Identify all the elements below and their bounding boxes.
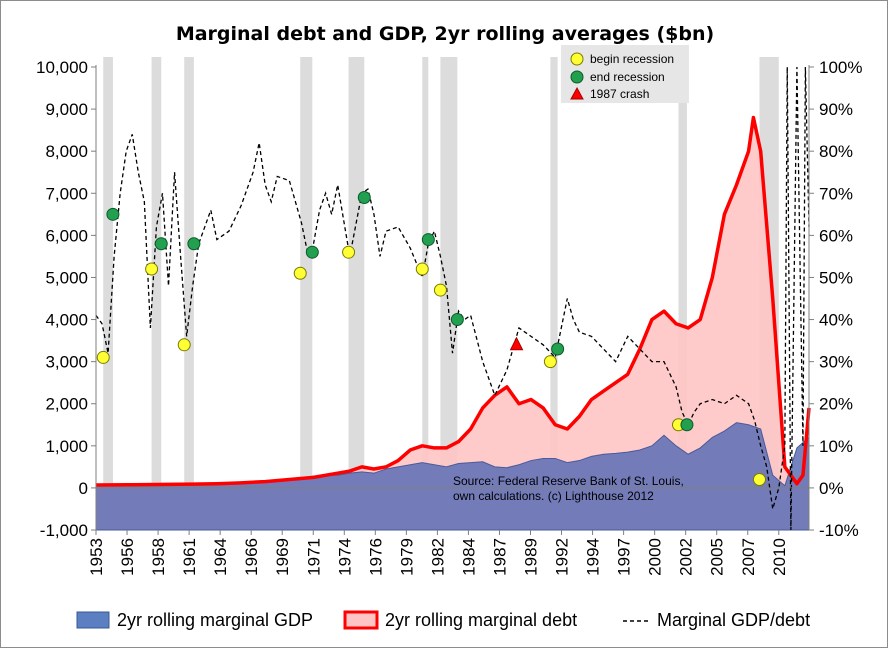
recession-band (348, 57, 365, 530)
axes: 10,000 9,000 8,000 7,000 6,000 5,000 4,000 3,00… (36, 58, 862, 576)
x-tick-label: 1958 (149, 538, 168, 576)
debt-line (95, 115, 811, 487)
y-tick-label-left: 10,000 (36, 58, 88, 77)
x-tick-label: 1976 (366, 538, 385, 576)
x-tick-label: 1966 (242, 538, 261, 576)
legend-label-gdp: 2yr rolling marginal GDP (117, 610, 313, 630)
begin-recession-marker (433, 283, 447, 297)
x-tick-label: 1979 (397, 538, 416, 576)
x-tick-label: 1971 (304, 538, 323, 576)
y-tick-label-left: 1,000 (45, 437, 88, 456)
y-tick-label-left: -1,000 (40, 521, 88, 540)
end-recession-marker (551, 342, 565, 356)
source-note-line-1: Source: Federal Reserve Bank of St. Loui… (453, 474, 684, 488)
y-tick-label-left: 4,000 (45, 311, 88, 330)
x-tick-label: 2002 (677, 538, 696, 576)
y-tick-label-right: 50% (819, 268, 853, 287)
debt-area (96, 117, 809, 530)
begin-recession-marker (177, 338, 191, 352)
y-tick-label-right: 30% (819, 353, 853, 372)
recession-band (422, 57, 429, 530)
begin-recession-legend-marker (570, 52, 584, 66)
end-recession-legend-marker (570, 70, 584, 84)
begin-recession-marker (752, 472, 766, 486)
recession-band (184, 57, 194, 530)
x-tick-label: 2000 (646, 538, 665, 576)
recession-band (678, 57, 687, 530)
y-tick-label-right: 20% (819, 395, 853, 414)
x-tick-label: 2007 (739, 538, 758, 576)
begin-recession-marker (293, 266, 307, 280)
y-tick-label-right: 10% (819, 437, 853, 456)
x-tick-label: 1953 (87, 538, 106, 576)
end-recession-marker (450, 313, 464, 327)
recession-band (300, 57, 313, 530)
legend-swatch-gdp (76, 611, 110, 629)
end-recession-marker (680, 418, 694, 432)
x-tick-label: 2010 (770, 538, 789, 576)
y-tick-label-right: 70% (819, 184, 853, 203)
crash-1987-marker (509, 336, 524, 351)
legend-label-debt: 2yr rolling marginal debt (385, 610, 577, 630)
begin-recession-marker (342, 245, 356, 259)
y-tick-label-right: 40% (819, 311, 853, 330)
y-tick-label-right: 0% (819, 479, 844, 498)
x-tick-label: 1987 (490, 538, 509, 576)
begin-recession-marker (96, 350, 110, 364)
x-tick-label: 1992 (553, 538, 572, 576)
end-recession-marker (154, 237, 168, 251)
recession-markers (96, 190, 766, 486)
x-tick-label: 1974 (335, 538, 354, 576)
end-recession-marker (357, 190, 371, 204)
legend-label-ratio: Marginal GDP/debt (657, 610, 810, 630)
legend: 2yr rolling marginal GDP 2yr rolling mar… (76, 610, 810, 630)
y-tick-label-left: 8,000 (45, 142, 88, 161)
y-tick-label-left: 9,000 (45, 100, 88, 119)
legend-swatch-debt (343, 610, 379, 630)
source-note-line-2: own calculations. (c) Lighthouse 2012 (453, 489, 654, 503)
y-tick-label-right: 90% (819, 100, 853, 119)
marker-legend: begin recession end recession 1987 crash (561, 45, 689, 103)
marker-legend-crash: 1987 crash (590, 87, 649, 101)
begin-recession-marker (415, 262, 429, 276)
x-tick-label: 1997 (615, 538, 634, 576)
x-tick-label: 1989 (522, 538, 541, 576)
y-tick-label-left: 6,000 (45, 226, 88, 245)
end-recession-marker (187, 237, 201, 251)
begin-recession-marker (543, 355, 557, 369)
end-recession-marker (421, 233, 435, 247)
recession-band (151, 57, 162, 530)
recession-band (550, 57, 558, 530)
recession-band (103, 57, 113, 530)
marker-legend-begin: begin recession (590, 52, 674, 66)
x-tick-label: 1984 (459, 538, 478, 576)
y-tick-label-left: 5,000 (45, 268, 88, 287)
series-lines (95, 66, 811, 531)
begin-recession-marker (145, 262, 159, 276)
x-tick-label: 1969 (273, 538, 292, 576)
y-tick-label-right: 60% (819, 226, 853, 245)
y-tick-label-left: 2,000 (45, 395, 88, 414)
x-tick-label: 1961 (180, 538, 199, 576)
end-recession-marker (305, 245, 319, 259)
end-recession-marker (106, 207, 120, 221)
y-tick-label-right: -10% (819, 521, 859, 540)
ratio-line (95, 66, 810, 531)
y-tick-label-left: 0 (79, 479, 88, 498)
x-tick-label: 1956 (118, 538, 137, 576)
marker-legend-end: end recession (590, 70, 665, 84)
x-tick-label: 1964 (211, 538, 230, 576)
x-tick-label: 2005 (708, 538, 727, 576)
y-tick-label-left: 7,000 (45, 184, 88, 203)
y-tick-label-right: 80% (819, 142, 853, 161)
y-tick-label-right: 100% (819, 58, 862, 77)
x-tick-label: 1982 (428, 538, 447, 576)
chart-title: Marginal debt and GDP, 2yr rolling avera… (176, 23, 714, 45)
y-tick-label-left: 3,000 (45, 353, 88, 372)
recession-band (440, 57, 458, 530)
crash-legend-marker (570, 86, 584, 100)
x-tick-label: 1994 (584, 538, 603, 576)
